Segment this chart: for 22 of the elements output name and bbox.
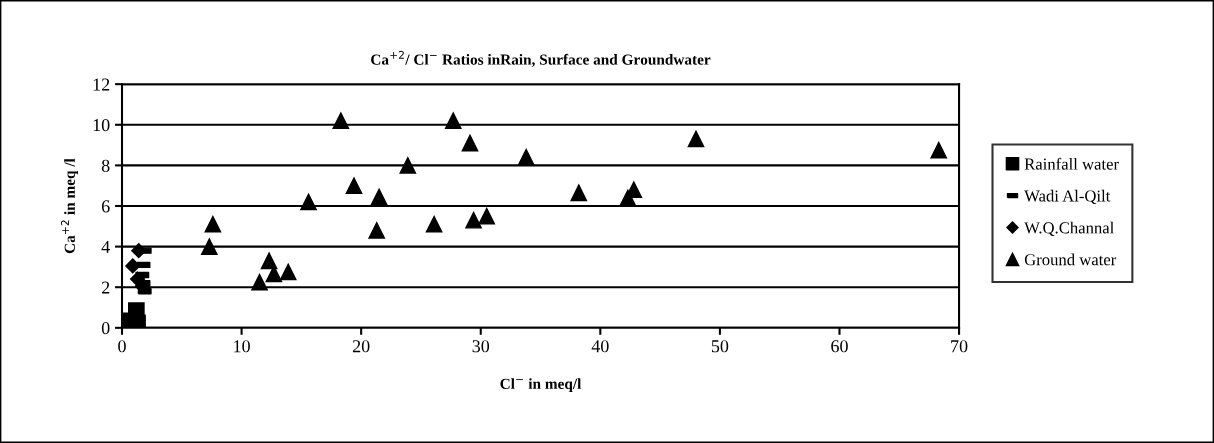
legend-label: Wadi Al-Qilt bbox=[1024, 189, 1111, 205]
y-tick-label: 4 bbox=[101, 240, 110, 253]
legend-label: Ground water bbox=[1024, 253, 1117, 266]
x-tick-label: 50 bbox=[711, 340, 729, 353]
legend-label: W.Q.Channal bbox=[1024, 221, 1114, 237]
y-tick-label: 10 bbox=[93, 119, 110, 132]
y-tick-label: 8 bbox=[101, 159, 110, 172]
x-axis-title: Cl$^{−}$ in meq/l bbox=[500, 378, 582, 393]
y-tick-label: 0 bbox=[101, 322, 110, 335]
x-tick-label: 60 bbox=[831, 340, 848, 353]
x-tick-label: 0 bbox=[118, 340, 126, 353]
y-tick-label: 12 bbox=[93, 78, 110, 91]
y-tick-label: 6 bbox=[101, 200, 110, 213]
y-axis-title: Ca$^{+2}$ in meq /l bbox=[60, 158, 79, 254]
x-tick-label: 20 bbox=[352, 340, 370, 353]
x-tick-label: 70 bbox=[951, 340, 968, 353]
x-tick-label: 30 bbox=[472, 340, 490, 353]
x-tick-label: 40 bbox=[591, 340, 609, 353]
legend-label: Rainfall water bbox=[1024, 157, 1119, 170]
chart-title: Ca$^{+2}$/ Cl$^{−}$ Ratios inRain, Surface and Groundwater bbox=[371, 50, 711, 67]
y-tick-label: 2 bbox=[101, 281, 110, 294]
x-tick-label: 10 bbox=[234, 340, 250, 353]
